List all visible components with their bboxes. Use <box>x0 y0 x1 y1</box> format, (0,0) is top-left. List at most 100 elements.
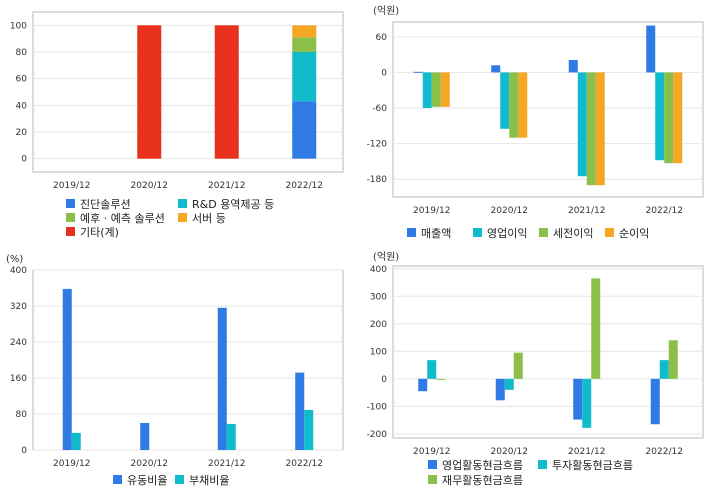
income-legend-label: 매출액 <box>421 227 451 240</box>
product-mix-y-tick-label: 100 <box>10 21 27 31</box>
ratios-y-tick-label: 0 <box>21 446 27 456</box>
cashflow-bar-3 <box>591 278 601 379</box>
income-bar-1 <box>491 65 501 73</box>
product-mix-legend-label: 예후 · 예측 솔루션 <box>80 212 165 225</box>
ratios-bar-1 <box>295 372 305 450</box>
ratios-y-tick-label: 160 <box>10 374 27 384</box>
income-y-tick-label: -180 <box>367 175 388 185</box>
cashflow-bar-2 <box>427 360 437 379</box>
cashflow-x-tick-label: 2020/12 <box>491 447 528 457</box>
cashflow-bar-2 <box>582 378 592 428</box>
ratios-plot-frame <box>32 269 344 451</box>
income-bar-4 <box>518 72 528 138</box>
income-legend-swatch <box>407 228 416 237</box>
cashflow-legend-swatch <box>428 460 437 469</box>
income-bar-1 <box>568 59 578 73</box>
income-y-tick-label: 60 <box>376 33 388 43</box>
ratios-bar-1 <box>140 423 150 450</box>
ratios-unit-label: (%) <box>6 254 23 265</box>
cashflow-y-tick-label: 200 <box>370 320 387 330</box>
income-legend-label: 순이익 <box>619 227 649 240</box>
cashflow-chart: -200 -100 0 100 200 300 400 (억원) 2019/12 2020/12 2… <box>367 251 704 487</box>
ratios-y-tick-label: 80 <box>16 410 28 420</box>
income-y-tick-label: 0 <box>381 68 387 78</box>
cashflow-bar-1 <box>573 378 583 420</box>
income-legend-swatch <box>605 228 614 237</box>
product-mix-bar-4 <box>292 25 317 38</box>
product-mix-y-tick-label: 60 <box>16 75 28 85</box>
product-mix-y-tick-label: 0 <box>21 155 27 165</box>
ratios-bar-1 <box>62 288 72 450</box>
product-mix-legend-swatch <box>178 199 187 208</box>
product-mix-bar-5 <box>137 25 162 159</box>
cashflow-y-tick-label: 300 <box>370 292 387 302</box>
income-bar-3 <box>431 72 441 107</box>
income-unit-label: (억원) <box>373 5 399 17</box>
income-bar-4 <box>673 72 683 164</box>
ratios-x-tick-label: 2019/12 <box>53 459 90 469</box>
income-chart: -180 -120 -60 0 60 (억원) 2019/12 2020/12 2021/12 2… <box>367 5 704 240</box>
cashflow-bar-3 <box>668 340 678 379</box>
income-bar-1 <box>646 25 656 73</box>
income-x-tick-label: 2020/12 <box>491 206 528 216</box>
product-mix-legend-label: 서버 등 <box>192 212 226 225</box>
ratios-bar-1 <box>217 307 227 450</box>
product-mix-legend-swatch <box>66 199 75 208</box>
product-mix-legend-label: R&D 용역제공 등 <box>192 198 274 211</box>
ratios-bar-2 <box>226 423 236 450</box>
cashflow-y-tick-label: -200 <box>367 430 388 440</box>
income-x-tick-label: 2019/12 <box>413 206 450 216</box>
income-bar-4 <box>595 72 605 186</box>
income-bar-2 <box>577 72 587 177</box>
income-bar-2 <box>500 72 510 129</box>
product-mix-bar-3 <box>292 37 317 52</box>
ratios-x-tick-label: 2021/12 <box>208 459 245 469</box>
cashflow-legend-label: 재무활동현금흐름 <box>442 473 523 487</box>
product-mix-bar-1 <box>292 101 317 159</box>
income-bar-4 <box>440 72 450 107</box>
income-y-tick-label: -60 <box>372 104 387 114</box>
ratios-y-tick-label: 400 <box>10 266 27 276</box>
cashflow-bar-2 <box>504 378 514 390</box>
product-mix-chart: 0 20 40 60 80 100 2019/12 2020/12 2021/12 2022/12… <box>10 11 344 239</box>
product-mix-y-tick-label: 20 <box>16 128 28 138</box>
cashflow-legend-label: 투자활동현금흐름 <box>552 458 633 472</box>
cashflow-y-tick-label: 100 <box>370 347 387 357</box>
ratios-legend-swatch <box>175 475 184 484</box>
cashflow-x-tick-label: 2019/12 <box>413 447 450 457</box>
ratios-legend-swatch <box>113 475 122 484</box>
income-bar-2 <box>655 72 665 161</box>
cashflow-x-tick-label: 2022/12 <box>646 447 683 457</box>
cashflow-bar-1 <box>418 378 428 392</box>
product-mix-bar-5 <box>214 25 239 159</box>
income-bar-3 <box>509 72 519 138</box>
product-mix-bar-2 <box>292 52 317 102</box>
product-mix-x-tick-label: 2020/12 <box>131 181 168 191</box>
ratios-bar-2 <box>71 432 81 450</box>
income-bar-3 <box>664 72 674 164</box>
cashflow-legend-swatch <box>428 475 437 484</box>
cashflow-unit-label: (억원) <box>373 251 399 263</box>
income-legend-swatch <box>473 228 482 237</box>
income-x-tick-label: 2021/12 <box>568 206 605 216</box>
product-mix-legend-swatch <box>178 213 187 222</box>
ratios-x-tick-label: 2020/12 <box>131 459 168 469</box>
income-legend-label: 세전이익 <box>553 227 593 240</box>
cashflow-bar-2 <box>659 360 669 379</box>
cashflow-legend-label: 영업활동현금흐름 <box>442 458 523 472</box>
product-mix-legend-swatch <box>66 213 75 222</box>
cashflow-y-tick-label: 400 <box>370 265 387 275</box>
cashflow-bar-1 <box>650 378 660 425</box>
income-legend-swatch <box>539 228 548 237</box>
product-mix-legend-swatch <box>66 227 75 236</box>
ratios-y-tick-label: 320 <box>10 302 27 312</box>
ratios-legend-label: 부채비율 <box>189 474 229 487</box>
product-mix-y-tick-label: 80 <box>16 48 28 58</box>
income-bar-2 <box>422 72 432 109</box>
income-legend-label: 영업이익 <box>487 227 527 240</box>
ratios-bar-2 <box>304 409 314 450</box>
product-mix-plot-frame <box>32 11 344 173</box>
product-mix-x-tick-label: 2022/12 <box>286 181 323 191</box>
cashflow-x-tick-label: 2021/12 <box>568 447 605 457</box>
